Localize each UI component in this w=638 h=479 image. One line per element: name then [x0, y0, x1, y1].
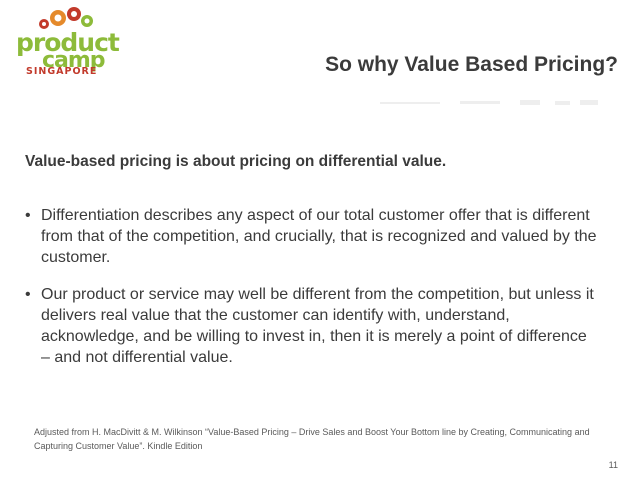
lead-statement: Value-based pricing is about pricing on … — [25, 153, 447, 170]
bullet-text: Our product or service may well be diffe… — [41, 286, 594, 366]
slide-title: So why Value Based Pricing? — [325, 53, 618, 76]
bullet-marker: • — [25, 207, 31, 224]
page-number: 11 — [608, 460, 618, 470]
productcamp-logo: product camp SINGAPORE — [4, 4, 122, 77]
bullet-item: • Differentiation describes any aspect o… — [25, 205, 600, 268]
decorative-dots — [380, 100, 598, 105]
logo-product-text: product — [16, 28, 120, 57]
source-citation: Adjusted from H. MacDivitt & M. Wilkinso… — [34, 427, 590, 451]
bullet-list: • Differentiation describes any aspect o… — [25, 205, 600, 384]
logo-camp-text: camp — [42, 48, 106, 73]
bullet-marker: • — [25, 286, 31, 303]
logo-location-text: SINGAPORE — [26, 66, 98, 77]
bullet-item: • Our product or service may well be dif… — [25, 284, 600, 368]
bullet-text: Differentiation describes any aspect of … — [41, 207, 597, 266]
gears-icon — [39, 7, 93, 29]
